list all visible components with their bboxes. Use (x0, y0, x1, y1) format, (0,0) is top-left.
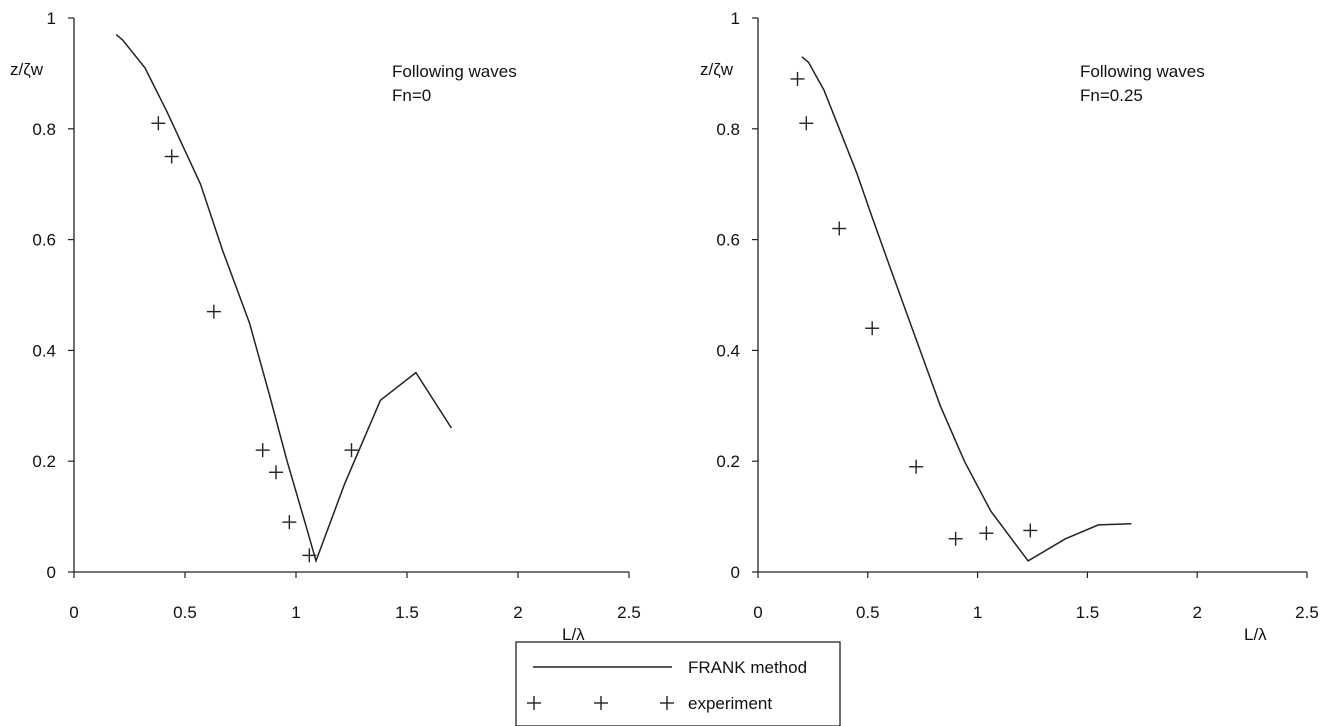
legend: FRANK method experiment (515, 641, 841, 726)
x-tick-label: 2.5 (617, 603, 641, 622)
y-tick-label: 0.6 (716, 231, 740, 250)
chart-panel-left: 0 0.2 0.4 0.6 0.8 1 0 0.5 1 1.5 2 2.5 z/ζw L/λ Followi… (10, 9, 641, 644)
chart-annotation: Following waves (1080, 62, 1205, 81)
x-tick-label: 1.5 (1076, 603, 1100, 622)
y-tick-label: 0.8 (716, 120, 740, 139)
x-tick-label: 1 (291, 603, 300, 622)
chart-annotation: Following waves (392, 62, 517, 81)
y-tick-label: 1 (731, 9, 740, 28)
y-tick-label: 0 (731, 563, 740, 582)
y-tick-label: 0.4 (32, 341, 56, 360)
x-tick-label: 2 (513, 603, 522, 622)
legend-label-experiment: experiment (688, 694, 772, 713)
chart-panel-right: 0 0.2 0.4 0.6 0.8 1 0 0.5 1 1.5 2 2.5 z/ζw L/λ Followi… (700, 9, 1319, 644)
x-axis-label: L/λ (1244, 625, 1267, 644)
x-tick-label: 0.5 (173, 603, 197, 622)
legend-label-frank-method: FRANK method (688, 658, 807, 677)
x-tick-label: 1 (973, 603, 982, 622)
x-tick-label: 2 (1192, 603, 1201, 622)
y-axis-label: z/ζw (700, 60, 734, 79)
chart-annotation: Fn=0 (392, 86, 431, 105)
y-axis-label: z/ζw (10, 60, 44, 79)
x-axis-label: L/λ (562, 625, 585, 644)
x-tick-label: 0 (753, 603, 762, 622)
y-tick-label: 0.8 (32, 120, 56, 139)
x-tick-label: 0 (69, 603, 78, 622)
x-tick-label: 1.5 (395, 603, 419, 622)
y-tick-label: 0.2 (716, 452, 740, 471)
y-tick-label: 0.2 (32, 452, 56, 471)
series-experiment-markers (790, 71, 1038, 546)
y-tick-label: 0.4 (716, 341, 740, 360)
chart-annotation: Fn=0.25 (1080, 86, 1143, 105)
legend-box (515, 641, 841, 726)
y-tick-label: 0.6 (32, 231, 56, 250)
y-tick-label: 1 (47, 9, 56, 28)
series-frank-method-line (801, 56, 1132, 562)
y-tick-label: 0 (47, 563, 56, 582)
x-tick-label: 2.5 (1295, 603, 1319, 622)
series-experiment-markers (151, 116, 359, 563)
x-tick-label: 0.5 (856, 603, 880, 622)
series-frank-method-line (115, 34, 453, 564)
